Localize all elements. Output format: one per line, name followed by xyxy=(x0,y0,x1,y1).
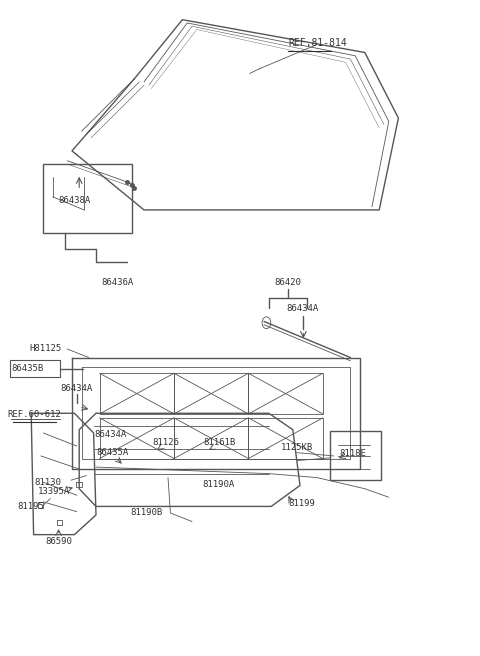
Text: 81161B: 81161B xyxy=(204,438,236,447)
Bar xyxy=(174,418,249,459)
Text: 81130: 81130 xyxy=(35,478,61,487)
Bar xyxy=(99,373,174,414)
Bar xyxy=(249,418,323,459)
Bar xyxy=(43,164,132,233)
Text: 81126: 81126 xyxy=(152,438,179,447)
Text: 8118E: 8118E xyxy=(339,449,366,459)
Text: 86434A: 86434A xyxy=(286,304,319,313)
Text: 86436A: 86436A xyxy=(101,277,134,287)
Text: 86434A: 86434A xyxy=(94,430,127,439)
Text: 86434A: 86434A xyxy=(60,384,93,393)
Bar xyxy=(330,431,381,480)
Text: 86420: 86420 xyxy=(275,277,301,287)
Text: 1125KB: 1125KB xyxy=(280,443,313,452)
Text: H81125: H81125 xyxy=(29,344,62,354)
Text: 86435B: 86435B xyxy=(12,364,44,373)
Bar xyxy=(99,418,174,459)
Text: 81199: 81199 xyxy=(288,499,315,508)
Bar xyxy=(10,360,60,377)
Text: 81190A: 81190A xyxy=(202,480,235,489)
Text: 86590: 86590 xyxy=(45,537,72,546)
Text: 13395A: 13395A xyxy=(37,487,70,497)
Text: 86438A: 86438A xyxy=(58,195,91,205)
Text: REF.81-814: REF.81-814 xyxy=(288,37,347,48)
Text: REF.60-612: REF.60-612 xyxy=(8,410,61,419)
Bar xyxy=(174,373,249,414)
Text: 81190B: 81190B xyxy=(130,508,163,518)
Text: 81195: 81195 xyxy=(18,502,45,511)
Text: 86435A: 86435A xyxy=(96,448,129,457)
Bar xyxy=(249,373,323,414)
